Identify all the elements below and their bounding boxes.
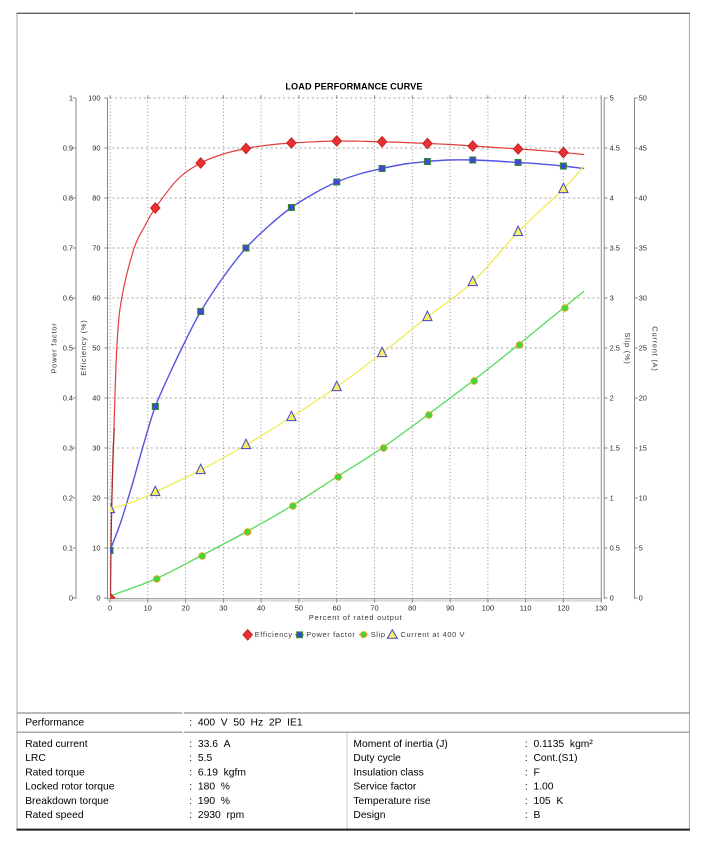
svg-text:: 5.5: : 5.5 bbox=[189, 753, 212, 764]
svg-text:40: 40 bbox=[639, 194, 647, 203]
svg-text:Efficiency: Efficiency bbox=[255, 630, 293, 639]
svg-text:20: 20 bbox=[92, 494, 100, 503]
svg-text:120: 120 bbox=[557, 603, 569, 612]
svg-text:70: 70 bbox=[92, 244, 100, 253]
svg-text:: 33.6 A: : 33.6 A bbox=[189, 739, 230, 750]
svg-text:3: 3 bbox=[610, 294, 614, 303]
svg-text:0: 0 bbox=[610, 594, 614, 603]
svg-text:Rated current: Rated current bbox=[25, 739, 88, 750]
svg-text:25: 25 bbox=[639, 344, 647, 353]
svg-text:15: 15 bbox=[639, 444, 647, 453]
svg-text:Performance: Performance bbox=[25, 718, 84, 729]
svg-text:0: 0 bbox=[69, 594, 73, 603]
svg-text:Moment of inertia (J): Moment of inertia (J) bbox=[353, 739, 447, 750]
svg-text:: 105 K: : 105 K bbox=[525, 796, 563, 807]
svg-text:Duty cycle: Duty cycle bbox=[353, 753, 401, 764]
svg-text:80: 80 bbox=[408, 603, 416, 612]
svg-text:1: 1 bbox=[610, 494, 614, 503]
svg-text:45: 45 bbox=[639, 144, 647, 153]
svg-text:130: 130 bbox=[595, 603, 607, 612]
svg-text:0.1: 0.1 bbox=[63, 544, 73, 553]
svg-text:LRC: LRC bbox=[25, 753, 46, 764]
svg-text:Insulation class: Insulation class bbox=[353, 767, 423, 778]
svg-text:20: 20 bbox=[181, 603, 189, 612]
svg-text:Design: Design bbox=[353, 810, 385, 821]
svg-text:: 180 %: : 180 % bbox=[189, 782, 230, 793]
svg-text:Rated speed: Rated speed bbox=[25, 810, 84, 821]
svg-text:1.5: 1.5 bbox=[610, 444, 620, 453]
svg-text:Service factor: Service factor bbox=[353, 782, 417, 793]
svg-text:100: 100 bbox=[88, 94, 100, 103]
svg-text:30: 30 bbox=[639, 294, 647, 303]
svg-text:Power factor: Power factor bbox=[49, 322, 58, 373]
svg-text:0.4: 0.4 bbox=[63, 394, 73, 403]
svg-text:0.9: 0.9 bbox=[63, 144, 73, 153]
svg-text:: 1.00: : 1.00 bbox=[525, 782, 554, 793]
svg-text:10: 10 bbox=[92, 544, 100, 553]
svg-text:110: 110 bbox=[520, 603, 532, 612]
svg-text:Rated torque: Rated torque bbox=[25, 767, 85, 778]
svg-text:3.5: 3.5 bbox=[610, 244, 620, 253]
svg-text:0.8: 0.8 bbox=[63, 194, 73, 203]
svg-text:: Cont.(S1): : Cont.(S1) bbox=[525, 753, 578, 764]
svg-text:0: 0 bbox=[96, 594, 100, 603]
svg-text:10: 10 bbox=[639, 494, 647, 503]
svg-text:100: 100 bbox=[482, 603, 494, 612]
svg-text:: 190 %: : 190 % bbox=[189, 796, 230, 807]
svg-text:0.5: 0.5 bbox=[63, 344, 73, 353]
svg-text:30: 30 bbox=[92, 444, 100, 453]
svg-text:5: 5 bbox=[639, 544, 643, 553]
svg-text:0.5: 0.5 bbox=[610, 544, 620, 553]
svg-text:35: 35 bbox=[639, 244, 647, 253]
svg-text:0.6: 0.6 bbox=[63, 294, 73, 303]
svg-text:Temperature rise: Temperature rise bbox=[353, 796, 431, 807]
svg-text:0: 0 bbox=[639, 594, 643, 603]
svg-text:30: 30 bbox=[219, 603, 227, 612]
svg-text:: 6.19 kgfm: : 6.19 kgfm bbox=[189, 767, 246, 778]
svg-text:Power factor: Power factor bbox=[306, 630, 355, 639]
svg-text:: F: : F bbox=[525, 767, 540, 778]
svg-text:80: 80 bbox=[92, 194, 100, 203]
svg-text:0: 0 bbox=[108, 603, 112, 612]
svg-text:90: 90 bbox=[446, 603, 454, 612]
svg-text:10: 10 bbox=[144, 603, 152, 612]
svg-text:: 2930 rpm: : 2930 rpm bbox=[189, 810, 244, 821]
svg-text:Efficiency (%): Efficiency (%) bbox=[79, 319, 88, 375]
svg-text:2: 2 bbox=[610, 394, 614, 403]
svg-text:5: 5 bbox=[610, 94, 614, 103]
svg-text:4.5: 4.5 bbox=[610, 144, 620, 153]
svg-text:Slip (%): Slip (%) bbox=[623, 332, 632, 364]
svg-text:Locked rotor torque: Locked rotor torque bbox=[25, 782, 115, 793]
svg-text:Slip: Slip bbox=[371, 630, 386, 639]
svg-text:50: 50 bbox=[295, 603, 303, 612]
svg-text:40: 40 bbox=[92, 394, 100, 403]
svg-text:70: 70 bbox=[370, 603, 378, 612]
svg-text:Current at 400 V: Current at 400 V bbox=[401, 630, 466, 639]
svg-text:0.2: 0.2 bbox=[63, 494, 73, 503]
svg-text:1: 1 bbox=[69, 94, 73, 103]
svg-text:50: 50 bbox=[639, 94, 647, 103]
svg-text:2.5: 2.5 bbox=[610, 344, 620, 353]
svg-text:Current (A): Current (A) bbox=[651, 326, 660, 371]
svg-text:Percent of rated output: Percent of rated output bbox=[309, 613, 403, 622]
svg-text:0.7: 0.7 bbox=[63, 244, 73, 253]
svg-text:: B: : B bbox=[525, 810, 541, 821]
svg-text:50: 50 bbox=[92, 344, 100, 353]
svg-text:0.3: 0.3 bbox=[63, 444, 73, 453]
svg-text:Breakdown torque: Breakdown torque bbox=[25, 796, 109, 807]
svg-text:60: 60 bbox=[333, 603, 341, 612]
svg-text:60: 60 bbox=[92, 294, 100, 303]
svg-text:20: 20 bbox=[639, 394, 647, 403]
svg-text:LOAD PERFORMANCE CURVE: LOAD PERFORMANCE CURVE bbox=[285, 82, 422, 92]
svg-text:: 400 V 50 Hz 2P IE1: : 400 V 50 Hz 2P IE1 bbox=[189, 718, 303, 729]
svg-text:90: 90 bbox=[92, 144, 100, 153]
svg-text:40: 40 bbox=[257, 603, 265, 612]
svg-text:4: 4 bbox=[610, 194, 614, 203]
svg-text:: 0.1135 kgm²: : 0.1135 kgm² bbox=[525, 739, 593, 750]
